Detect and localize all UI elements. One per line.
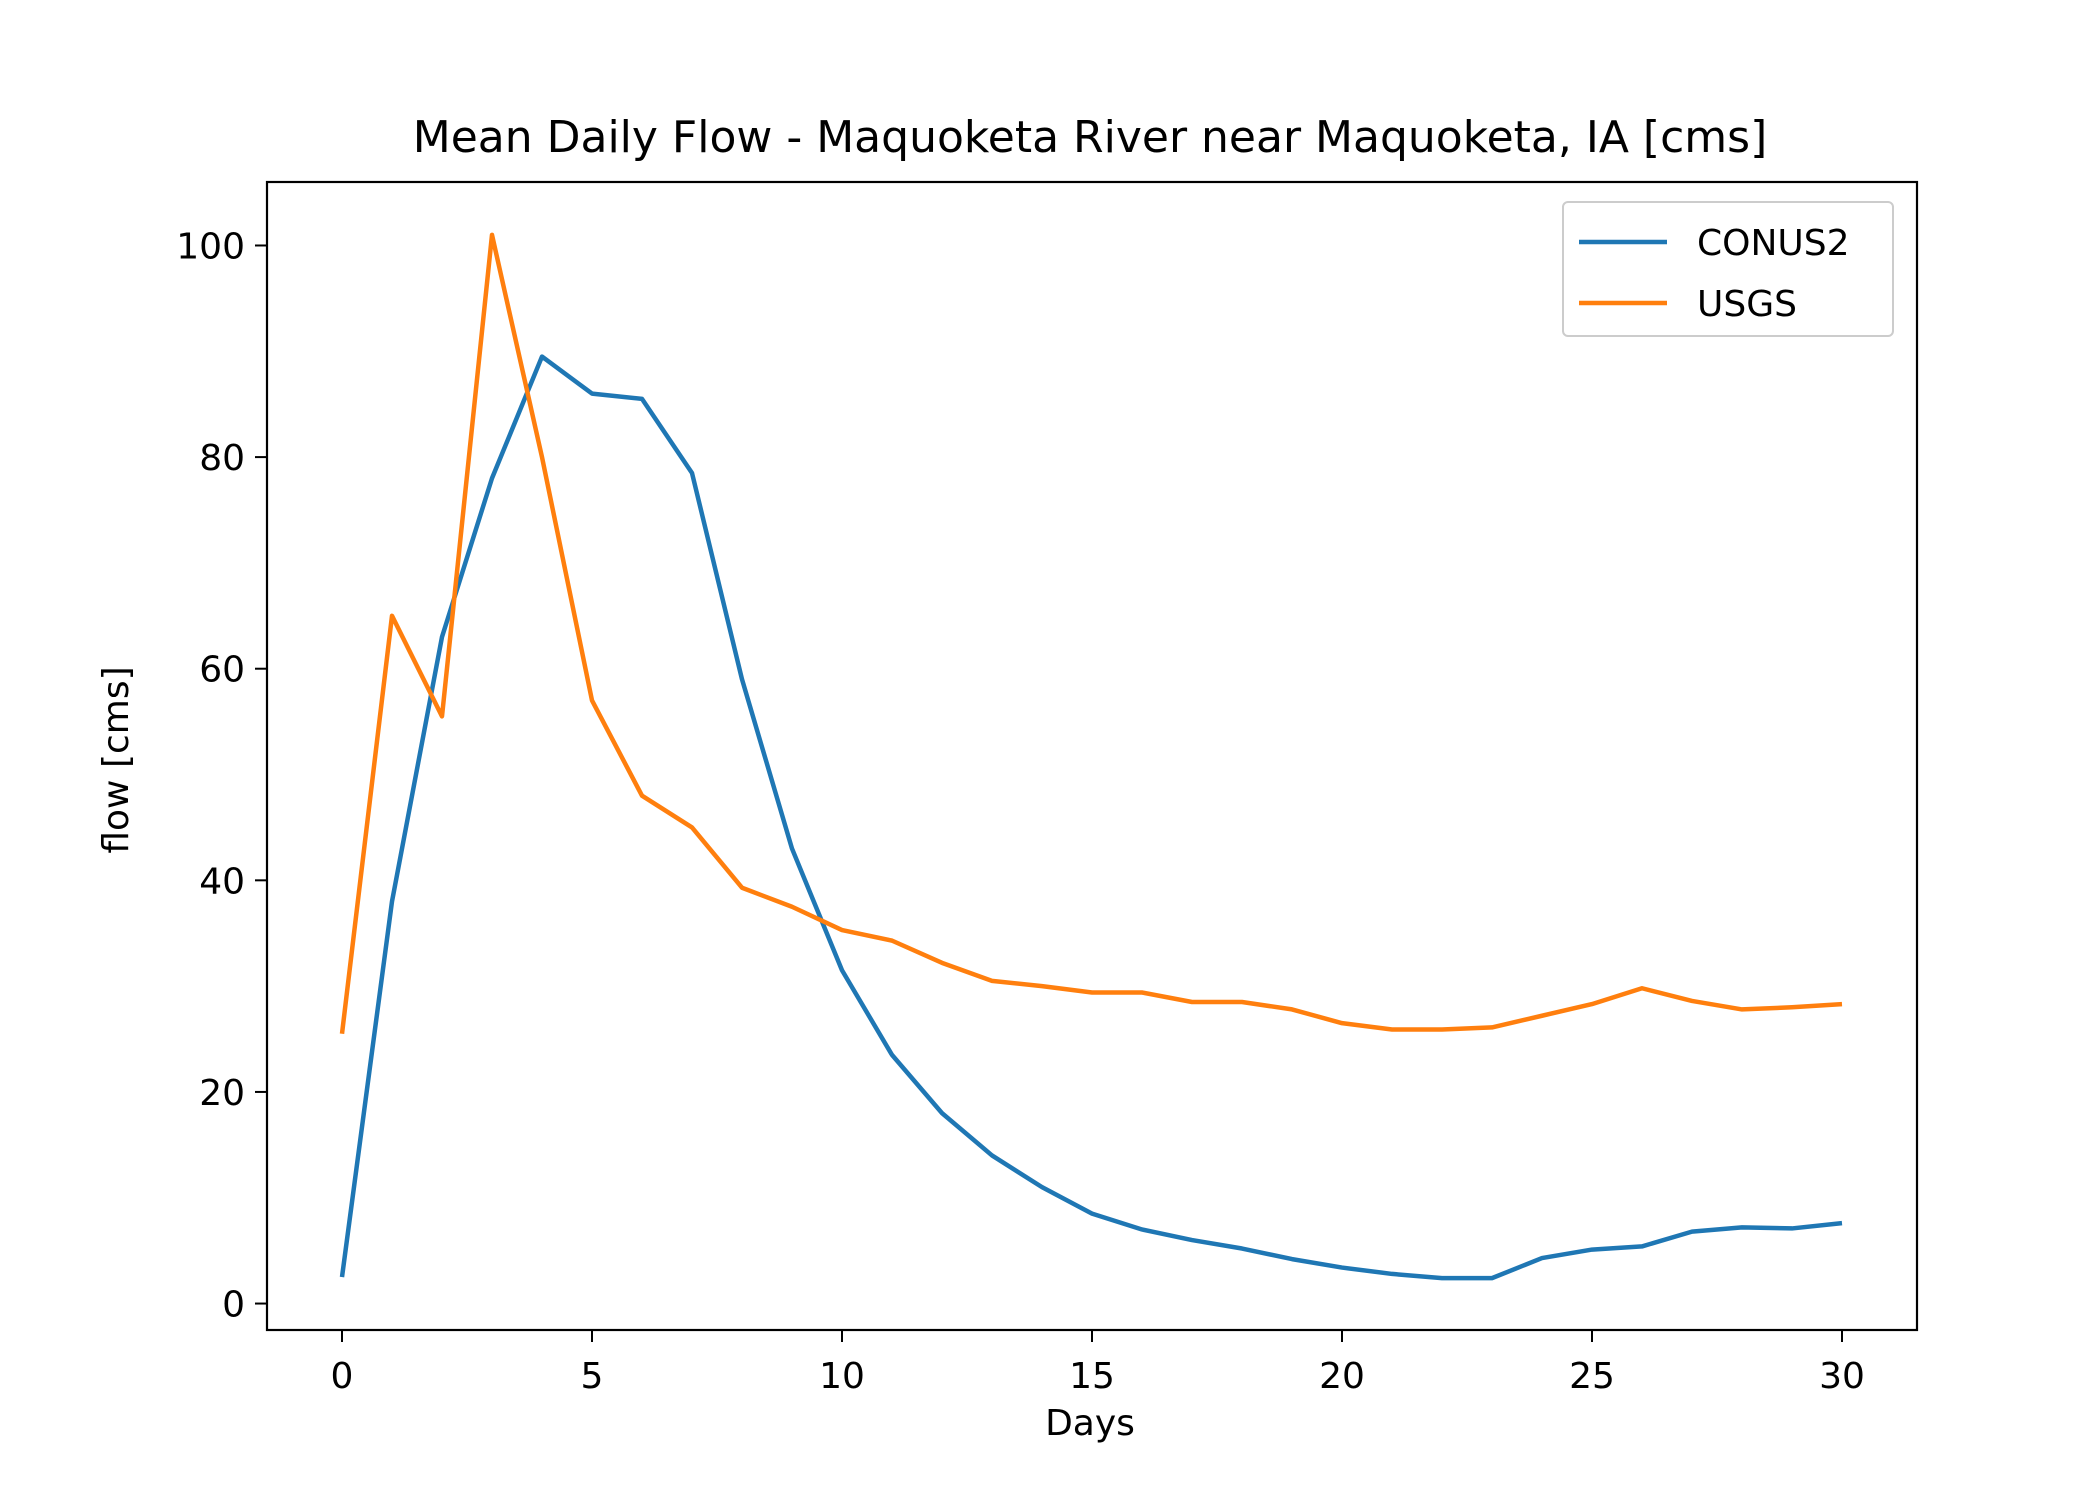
x-tick-label: 5 [581, 1356, 604, 1397]
y-tick-label: 20 [199, 1073, 245, 1114]
x-axis-label: Days [1045, 1403, 1135, 1444]
x-tick-label: 20 [1319, 1356, 1365, 1397]
x-tick-label: 10 [819, 1356, 865, 1397]
series-line-usgs [339, 232, 1843, 1035]
y-tick-label: 80 [199, 438, 245, 479]
x-tick-label: 0 [331, 1356, 354, 1397]
y-tick-label: 60 [199, 650, 245, 691]
legend: CONUS2 USGS [1562, 201, 1894, 337]
series-line-conus2 [339, 354, 1843, 1281]
y-tick-label: 0 [222, 1285, 245, 1326]
legend-label-conus2: CONUS2 [1697, 223, 1850, 264]
y-axis-label: flow [cms] [96, 666, 137, 853]
chart-title: Mean Daily Flow - Maquoketa River near M… [413, 112, 1768, 163]
plot-area: 0 5 10 15 20 25 30 0 20 40 60 80 100 CONUS2 USGS [176, 180, 1919, 1397]
x-tick-label: 25 [1569, 1356, 1615, 1397]
x-tick-label: 15 [1069, 1356, 1115, 1397]
legend-label-usgs: USGS [1697, 284, 1797, 325]
y-tick-label: 100 [176, 226, 245, 267]
x-tick-label: 30 [1819, 1356, 1865, 1397]
y-tick-label: 40 [199, 861, 245, 902]
